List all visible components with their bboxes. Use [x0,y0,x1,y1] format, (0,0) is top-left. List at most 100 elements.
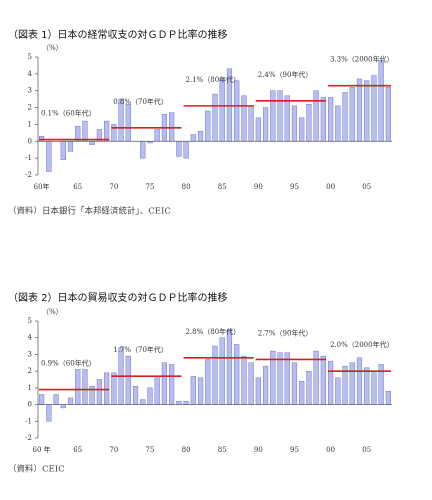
bar [234,80,240,142]
average-label: 3.3%（2000年代） [330,55,394,64]
bar [82,369,88,405]
bar [96,379,102,405]
bar [248,105,254,142]
bar [219,78,225,142]
bar [67,397,74,405]
bar [291,362,298,405]
y-tick-label: -1 [25,417,32,425]
bar [53,394,59,405]
bar [241,355,247,405]
bar [320,355,326,405]
x-tick-label: 70 [109,183,118,191]
bar [183,401,189,405]
bar [313,90,319,142]
x-tick-label: 95 [290,446,299,454]
bar [154,129,160,142]
bar [176,401,182,405]
bar [284,95,290,142]
bar [342,92,348,142]
x-tick-label: 60 年 [33,445,51,454]
bar [299,117,305,142]
chart-title: （図表 2）日本の貿易収支の対ＧＤＰ比率の推移 [8,291,228,304]
average-label: 2.4%（90年代） [258,70,313,79]
y-tick-label: 1 [28,384,32,392]
bar [255,377,261,405]
bar [356,78,363,142]
average-label: 1.7%（70年代） [113,345,168,354]
y-tick-label: -1 [25,154,32,162]
y-unit: （%） [42,44,63,52]
y-tick-label: 2 [28,367,32,375]
bar [183,141,189,159]
y-unit: （%） [42,308,63,316]
bar [125,355,131,405]
bar [190,134,196,142]
x-tick-label: 75 [146,183,155,191]
bar [60,141,66,161]
bar [104,372,110,405]
x-tick-label: 95 [290,183,299,191]
x-tick-label: 70 [109,446,118,454]
bar [385,87,391,142]
bar [169,112,175,142]
bar [378,60,384,142]
x-tick-label: 00 [326,446,335,454]
bar [349,362,355,405]
bar [125,103,131,142]
y-tick-label: 5 [28,53,32,61]
bar [154,375,160,405]
y-tick-label: -2 [25,171,32,179]
bar [371,372,377,405]
bar [299,380,305,405]
bar [147,387,153,405]
average-label: 0.8%（70年代） [113,97,168,106]
bar [82,120,88,142]
y-tick-label: 1 [28,120,32,128]
bar [197,130,204,142]
bar [320,97,326,142]
bar [39,394,45,405]
y-tick-label: 0 [28,137,32,145]
bar [219,337,225,405]
bar [46,141,52,172]
x-tick-label: 65 [73,183,82,191]
bar [241,95,247,142]
bar [75,369,81,405]
bar [291,105,298,142]
bar [205,110,211,142]
bar [140,399,146,405]
bar [306,370,312,405]
x-tick-label: 80 [182,183,191,191]
bar [140,141,146,159]
chart-title: （図表 1）日本の経常収支の対ＧＤＰ比率の推移 [8,28,228,41]
bar [364,367,370,405]
bar [255,117,261,142]
bar [132,385,139,405]
x-tick-label: 05 [362,183,371,191]
y-tick-label: 0 [28,401,32,409]
bar [335,377,341,405]
bar [262,365,269,405]
bar [205,359,211,405]
x-tick-label: 90 [254,183,263,191]
y-tick-label: -2 [25,434,32,442]
bar [306,103,312,142]
x-tick-label: 75 [146,446,155,454]
bar [385,391,391,405]
x-tick-label: 60年 [34,182,50,191]
bar [356,357,363,405]
y-tick-label: 5 [28,317,32,325]
bar [335,105,341,142]
y-tick-label: 3 [28,87,32,95]
bar [161,362,168,405]
bar [284,352,290,405]
bar [111,372,117,405]
bar [328,97,334,142]
bar [364,80,370,142]
average-label: 2.0%（2000年代） [330,340,394,349]
x-tick-label: 05 [362,446,371,454]
bar [111,124,117,142]
bar [176,141,182,157]
average-label: 0.1%（60年代） [41,109,96,118]
